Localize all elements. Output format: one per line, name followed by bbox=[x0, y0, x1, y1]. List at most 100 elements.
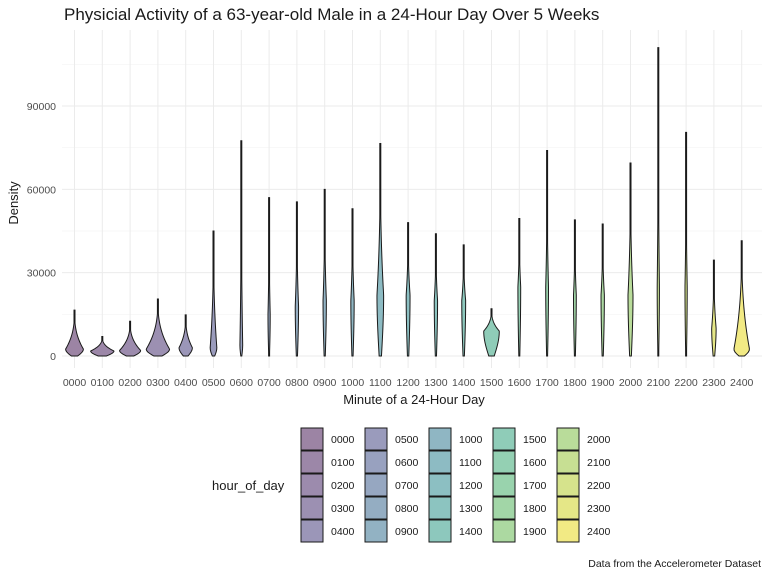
violin-0000 bbox=[65, 309, 84, 357]
legend-label-0200: 0200 bbox=[331, 480, 355, 492]
violin-0900 bbox=[322, 188, 327, 357]
legend-label-0900: 0900 bbox=[395, 526, 419, 538]
x-tick-label-1700: 1700 bbox=[535, 377, 559, 389]
violin-1400 bbox=[461, 244, 467, 357]
legend-swatch-1000 bbox=[428, 427, 452, 451]
violin-1100 bbox=[376, 143, 385, 357]
caption: Data from the Accelerometer Dataset bbox=[588, 558, 761, 570]
legend-swatch-0600 bbox=[364, 450, 388, 474]
x-tick-label-0200: 0200 bbox=[118, 377, 142, 389]
legend-swatch-0700 bbox=[364, 473, 388, 497]
x-tick-label-0000: 0000 bbox=[63, 377, 87, 389]
legend-swatch-0800 bbox=[364, 496, 388, 520]
legend-label-1000: 1000 bbox=[459, 434, 483, 446]
violin-0100 bbox=[90, 336, 115, 357]
legend-label-2000: 2000 bbox=[587, 434, 611, 446]
legend-swatch-0300 bbox=[300, 496, 324, 520]
violin-2300 bbox=[711, 259, 717, 357]
legend-label-1900: 1900 bbox=[523, 526, 547, 538]
legend-swatch-2400 bbox=[556, 519, 580, 543]
y-axis-title: Density bbox=[6, 181, 21, 225]
violin-0500 bbox=[209, 230, 218, 357]
legend-label-2100: 2100 bbox=[587, 457, 611, 469]
legend-label-0400: 0400 bbox=[331, 526, 355, 538]
x-tick-label-0900: 0900 bbox=[313, 377, 337, 389]
legend-swatch-0900 bbox=[364, 519, 388, 543]
legend-label-0600: 0600 bbox=[395, 457, 419, 469]
x-tick-label-1500: 1500 bbox=[480, 377, 504, 389]
violin-0600 bbox=[239, 140, 244, 357]
legend-label-1100: 1100 bbox=[459, 457, 482, 469]
legend-swatch-1300 bbox=[428, 496, 452, 520]
legend-title: hour_of_day bbox=[212, 478, 285, 493]
legend-swatch-2000 bbox=[556, 427, 580, 451]
legend-label-1200: 1200 bbox=[459, 480, 483, 492]
legend-label-0800: 0800 bbox=[395, 503, 419, 515]
legend-swatch-0500 bbox=[364, 427, 388, 451]
x-tick-label-1900: 1900 bbox=[591, 377, 615, 389]
legend-swatch-1500 bbox=[492, 427, 516, 451]
violin-1300 bbox=[433, 233, 439, 357]
legend-label-2300: 2300 bbox=[587, 503, 611, 515]
legend-label-0100: 0100 bbox=[331, 457, 355, 469]
legend-swatch-0400 bbox=[300, 519, 324, 543]
y-axis-ticks: 0 30000 60000 90000 bbox=[27, 101, 56, 363]
violin-2200 bbox=[684, 131, 688, 357]
x-tick-label-0300: 0300 bbox=[146, 377, 170, 389]
legend-swatch-2100 bbox=[556, 450, 580, 474]
x-tick-label-2300: 2300 bbox=[702, 377, 726, 389]
legend-swatch-1600 bbox=[492, 450, 516, 474]
x-tick-label-1600: 1600 bbox=[508, 377, 532, 389]
legend-swatch-0100 bbox=[300, 450, 324, 474]
legend-swatch-0000 bbox=[300, 427, 324, 451]
legend-swatch-1900 bbox=[492, 519, 516, 543]
violin-0200 bbox=[119, 320, 142, 357]
legend-swatch-0200 bbox=[300, 473, 324, 497]
legend-label-2200: 2200 bbox=[587, 480, 611, 492]
x-tick-label-1400: 1400 bbox=[452, 377, 476, 389]
x-tick-label-0400: 0400 bbox=[174, 377, 198, 389]
violin-1200 bbox=[405, 222, 411, 357]
legend: 0000 0100 0200 0300 0400 0500 0600 0700 0800 0900… bbox=[300, 427, 611, 543]
x-tick-label-2000: 2000 bbox=[619, 377, 643, 389]
violin-layer bbox=[65, 47, 750, 357]
x-tick-label-0100: 0100 bbox=[91, 377, 115, 389]
legend-label-1600: 1600 bbox=[523, 457, 547, 469]
legend-swatch-1100 bbox=[428, 450, 452, 474]
violin-2400 bbox=[733, 240, 750, 357]
violin-1800 bbox=[573, 219, 577, 357]
x-tick-label-0700: 0700 bbox=[257, 377, 281, 389]
legend-label-1500: 1500 bbox=[523, 434, 547, 446]
violin-1500 bbox=[483, 308, 500, 357]
legend-label-1300: 1300 bbox=[459, 503, 483, 515]
legend-swatch-2200 bbox=[556, 473, 580, 497]
chart-title: Physicial Activity of a 63-year-old Male… bbox=[64, 5, 599, 24]
legend-swatch-1800 bbox=[492, 496, 516, 520]
legend-label-0500: 0500 bbox=[395, 434, 419, 446]
x-tick-label-2200: 2200 bbox=[674, 377, 698, 389]
x-axis-ticks: 0000 0100 0200 0300 0400 0500 0600 0700 0800 0900… bbox=[63, 377, 754, 389]
x-tick-label-0500: 0500 bbox=[202, 377, 226, 389]
x-axis-title: Minute of a 24-Hour Day bbox=[343, 392, 485, 407]
violin-0400 bbox=[178, 314, 193, 357]
x-tick-label-2100: 2100 bbox=[647, 377, 671, 389]
legend-swatch-1700 bbox=[492, 473, 516, 497]
legend-label-0000: 0000 bbox=[331, 434, 355, 446]
violin-1000 bbox=[350, 208, 355, 357]
legend-label-1800: 1800 bbox=[523, 503, 547, 515]
violin-0700 bbox=[267, 197, 271, 357]
violin-2100 bbox=[656, 47, 660, 357]
x-tick-label-0800: 0800 bbox=[285, 377, 309, 389]
violin-1700 bbox=[545, 149, 549, 357]
y-tick-label: 90000 bbox=[27, 101, 56, 113]
x-tick-label-1000: 1000 bbox=[341, 377, 365, 389]
legend-swatch-1200 bbox=[428, 473, 452, 497]
violin-0300 bbox=[145, 298, 171, 357]
y-tick-label: 30000 bbox=[27, 268, 56, 280]
legend-label-2400: 2400 bbox=[587, 526, 611, 538]
legend-label-0700: 0700 bbox=[395, 480, 419, 492]
legend-swatch-1400 bbox=[428, 519, 452, 543]
legend-label-1700: 1700 bbox=[523, 480, 547, 492]
violin-0800 bbox=[294, 201, 300, 357]
